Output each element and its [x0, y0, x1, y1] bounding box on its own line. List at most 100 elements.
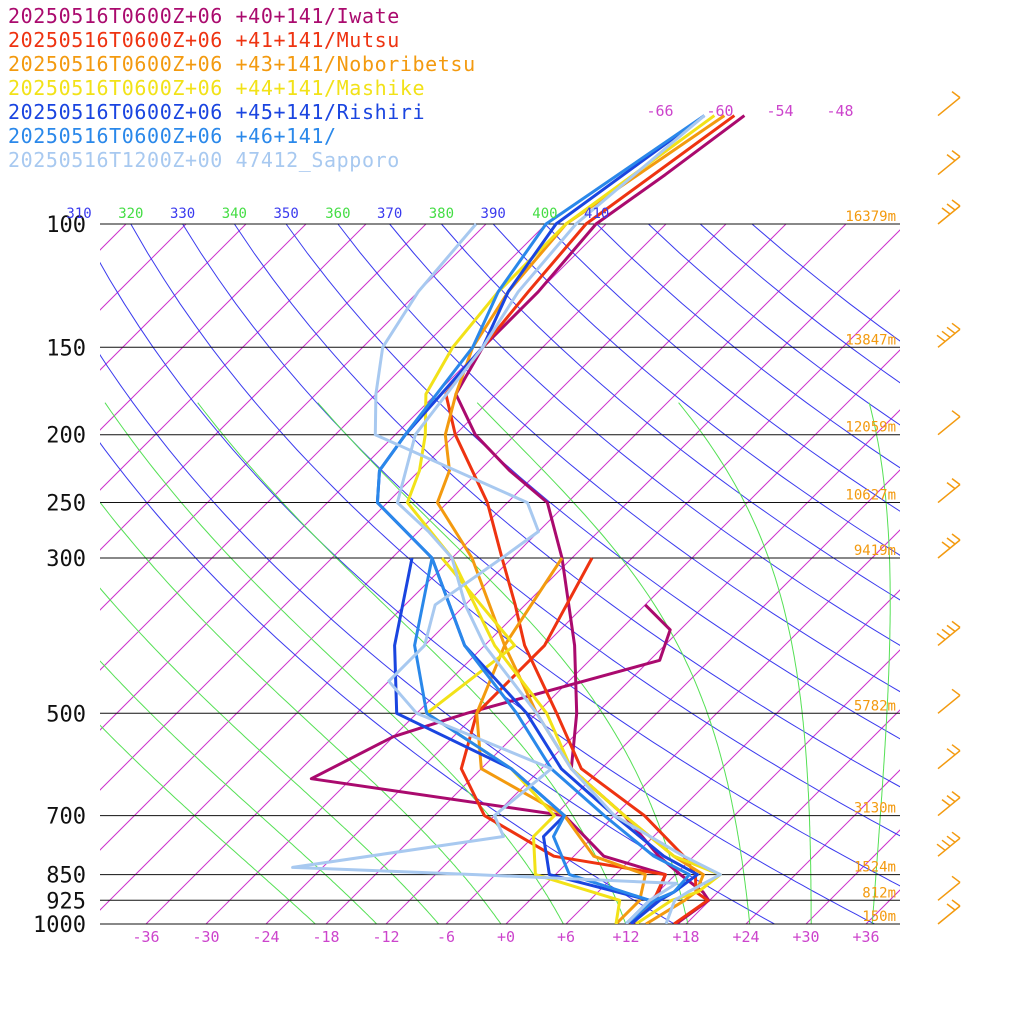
moist-adiabat-lines [100, 402, 891, 924]
dewpoint-line [459, 557, 667, 924]
dry-adiabat-line [100, 354, 776, 924]
wind-barb-staff [937, 416, 961, 436]
wind-barb-flag [951, 322, 961, 330]
legend-entry: 20250516T0600Z+06 +43+141/Noboribetsu [8, 52, 476, 76]
legend-entry: 20250516T0600Z+06 +41+141/Mutsu [8, 28, 400, 52]
wind-barb-flag [951, 620, 961, 629]
temperature-tick-label: -6 [437, 928, 455, 946]
legend-entry: 20250516T0600Z+06 +46+141/ [8, 124, 337, 148]
temperature-line [395, 114, 722, 924]
dry-adiabat-line [389, 223, 900, 646]
height-label: 1524m [854, 860, 896, 876]
upper-temperature-label: -66 [646, 102, 673, 120]
height-label: 13847m [845, 332, 896, 348]
temperature-tick-label: +12 [612, 928, 639, 946]
wind-barb-flag [946, 748, 956, 756]
wind-barb-flag [946, 326, 956, 334]
isotherm-line [325, 349, 900, 924]
temperature-tick-label: +18 [672, 928, 699, 946]
isotherm-line [100, 223, 727, 851]
isotherm-lines [100, 223, 1024, 924]
isotherm-line [805, 829, 900, 924]
wind-barb-staff [937, 905, 961, 925]
moist-adiabat-line [100, 660, 378, 924]
isotherm-line [986, 224, 1024, 924]
dewpoint-line [413, 557, 652, 924]
wind-barb-flag [951, 410, 961, 418]
isotherm-line [100, 223, 787, 911]
wind-barb-flag [946, 203, 956, 211]
dry-adiabat-line [648, 223, 900, 426]
wind-barb-flag [941, 798, 951, 807]
moist-adiabat-line [104, 402, 564, 924]
moist-adiabat-line [100, 501, 502, 924]
temperature-tick-label: +6 [557, 928, 575, 946]
height-label: 9419m [854, 543, 896, 559]
wind-barb-flag [941, 541, 951, 549]
pressure-tick-label: 150 [46, 336, 86, 361]
dry-adiabat-line [182, 223, 900, 837]
pressure-tick-label: 1000 [33, 913, 86, 938]
wind-barb-flag [951, 688, 961, 696]
moist-adiabat-line [197, 402, 627, 924]
moist-adiabat-line [476, 402, 751, 924]
isotherm-line [100, 223, 187, 311]
sounding-series [291, 114, 746, 924]
wind-barb [936, 322, 961, 348]
isotherm-line [100, 223, 427, 551]
wind-barb-staff [937, 484, 961, 504]
isotherm-line [100, 223, 307, 431]
wind-barb [937, 899, 961, 925]
theta-label: 320 [118, 206, 143, 222]
wind-barb-flag [946, 624, 956, 633]
legend-entry: 20250516T0600Z+06 +40+141/Iwate [8, 4, 400, 28]
theta-label: 400 [532, 206, 557, 222]
wind-barb-flag [951, 831, 961, 839]
wind-barb-flag [951, 150, 961, 158]
isotherm-line [505, 529, 900, 924]
moist-adiabat-line [100, 587, 440, 924]
height-label: 812m [862, 885, 896, 901]
legend-entry: 20250516T0600Z+06 +45+141/Rishiri [8, 100, 426, 124]
upper-temperature-label: -60 [706, 102, 733, 120]
isotherm-line [926, 224, 1024, 924]
temperature-tick-label: +0 [497, 928, 515, 946]
theta-label: 330 [170, 206, 195, 222]
temperature-tick-label: -12 [372, 928, 399, 946]
moist-adiabat-line [317, 402, 689, 924]
height-label: 3130m [854, 801, 896, 817]
temperature-tick-label: +24 [732, 928, 759, 946]
pressure-tick-label: 250 [46, 492, 86, 517]
isotherm-line [685, 709, 900, 924]
wind-barb-flag [946, 794, 956, 803]
wind-barb-flag [941, 207, 951, 215]
wind-barb [937, 199, 961, 225]
wind-barb [936, 620, 961, 646]
wind-barb-staff [937, 97, 961, 117]
wind-barb-flag [941, 628, 951, 637]
wind-barb [937, 478, 961, 504]
wind-barb-staff [937, 694, 961, 714]
dry-adiabat-line [100, 442, 676, 924]
temperature-tick-label: +30 [792, 928, 819, 946]
height-label: 10627m [845, 488, 896, 504]
temperature-tick-label: -36 [132, 928, 159, 946]
wind-barb-flag [936, 843, 946, 851]
height-label: 150m [862, 909, 896, 925]
wind-barb-flag [951, 478, 961, 486]
theta-label: 390 [481, 206, 506, 222]
wind-barb-flag [941, 330, 951, 338]
wind-barb [937, 688, 961, 714]
pressure-tick-label: 700 [46, 805, 86, 830]
wind-barb [936, 831, 961, 857]
wind-barb-flag [951, 899, 961, 907]
isotherm-line [745, 769, 900, 924]
wind-barb [937, 875, 961, 901]
wind-barb-staff [937, 156, 961, 176]
theta-label: 370 [377, 206, 402, 222]
theta-label: 350 [273, 206, 298, 222]
wind-barb-flag [941, 839, 951, 847]
upper-temperature-label: -48 [826, 102, 853, 120]
